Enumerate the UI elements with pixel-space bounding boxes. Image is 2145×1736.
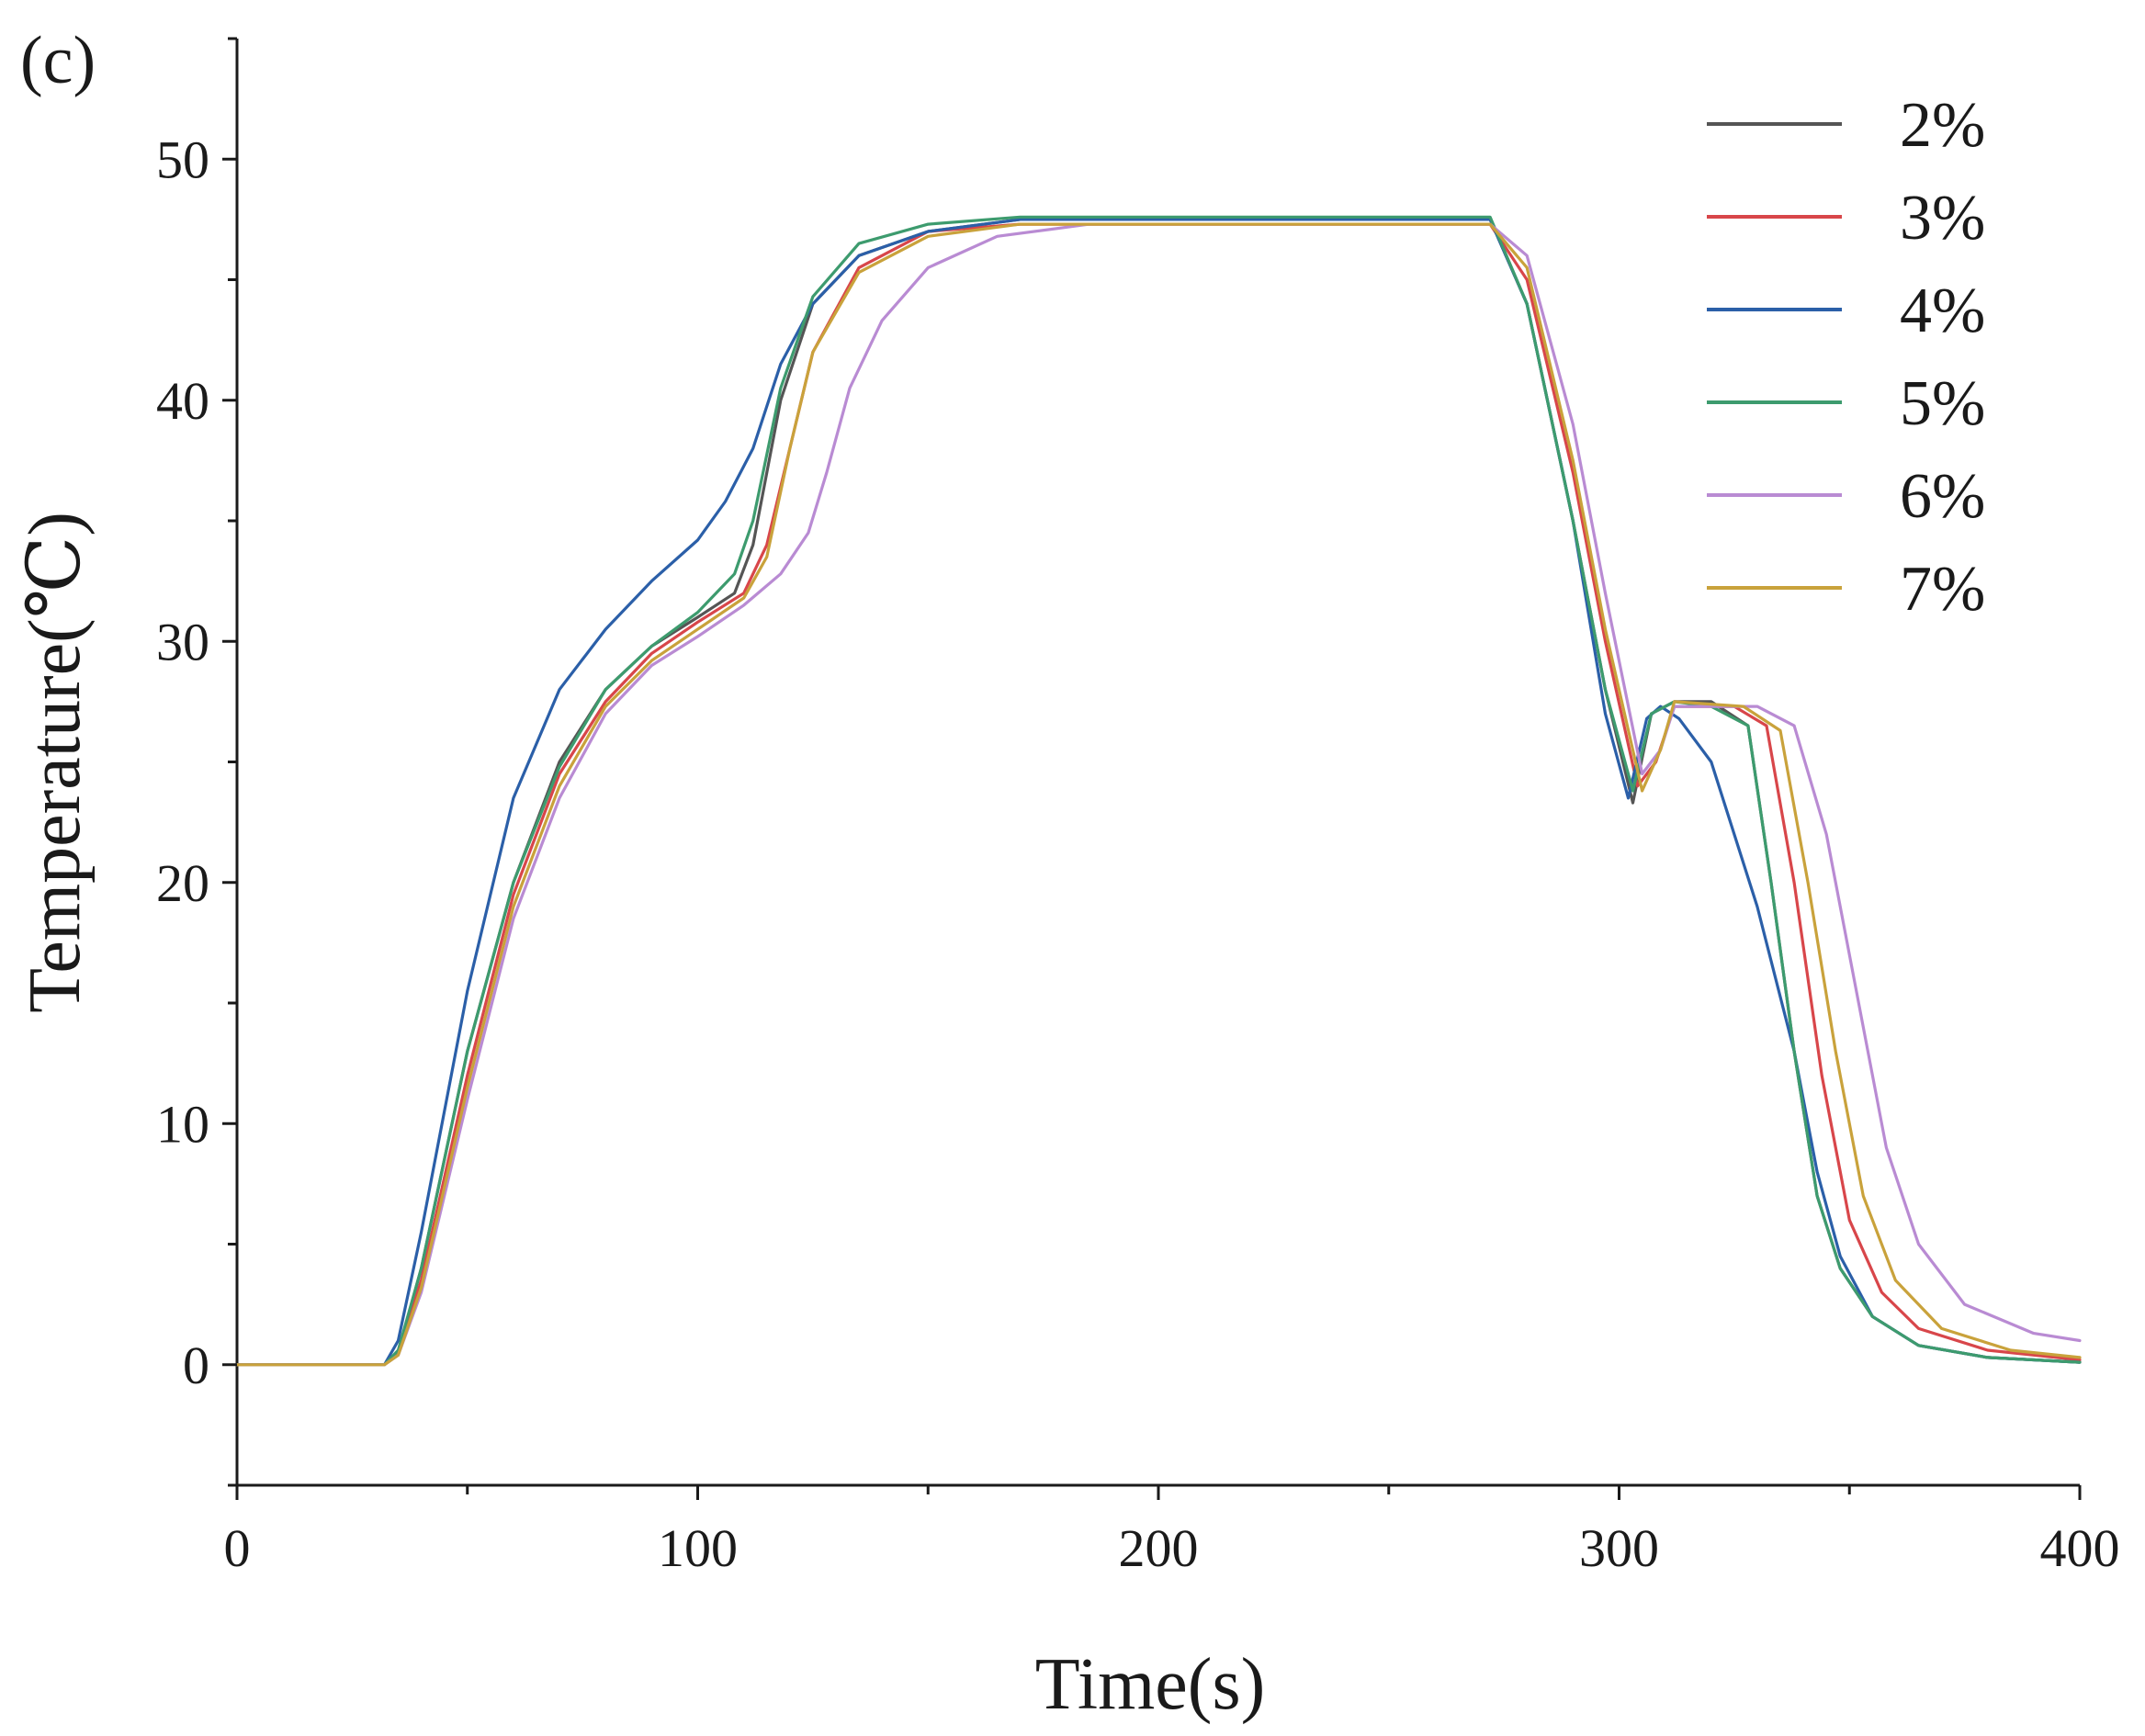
y-axis-label: Temperature(℃): [15, 512, 96, 1013]
x-tick-label: 400: [2040, 1518, 2120, 1578]
y-tick-label: 50: [156, 130, 209, 189]
panel-label: (c): [20, 23, 96, 98]
x-tick-label: 100: [658, 1518, 738, 1578]
legend: 2% 3% 4% 5% 6% 7%: [1707, 90, 1985, 625]
legend-label: 4%: [1900, 276, 1985, 346]
series-line-4pct: [235, 218, 2082, 1367]
y-tick-label: 10: [156, 1094, 209, 1154]
x-tick-label: 0: [224, 1518, 251, 1578]
y-tick-label: 30: [156, 612, 209, 671]
series-layer: [235, 215, 2082, 1367]
series-line-2pct: [235, 218, 2082, 1367]
x-tick-label: 300: [1579, 1518, 1659, 1578]
legend-label: 2%: [1900, 90, 1985, 161]
series-line-5pct: [235, 215, 2082, 1367]
legend-label: 6%: [1900, 461, 1985, 532]
legend-label: 5%: [1900, 368, 1985, 439]
y-tick-label: 0: [183, 1336, 209, 1395]
x-tick-label: 200: [1119, 1518, 1199, 1578]
series-line-7pct: [235, 222, 2082, 1367]
legend-label: 7%: [1900, 554, 1985, 625]
y-tick-label: 20: [156, 853, 209, 913]
series-line-6pct: [235, 222, 2082, 1367]
x-axis-label: Time(s): [1035, 1644, 1265, 1725]
legend-label: 3%: [1900, 183, 1985, 254]
axis-ticks: 0 100 200 300 400 0 10 20 30 40 50: [156, 37, 2120, 1578]
plot-frame: [235, 39, 2080, 1487]
y-tick-label: 40: [156, 371, 209, 431]
